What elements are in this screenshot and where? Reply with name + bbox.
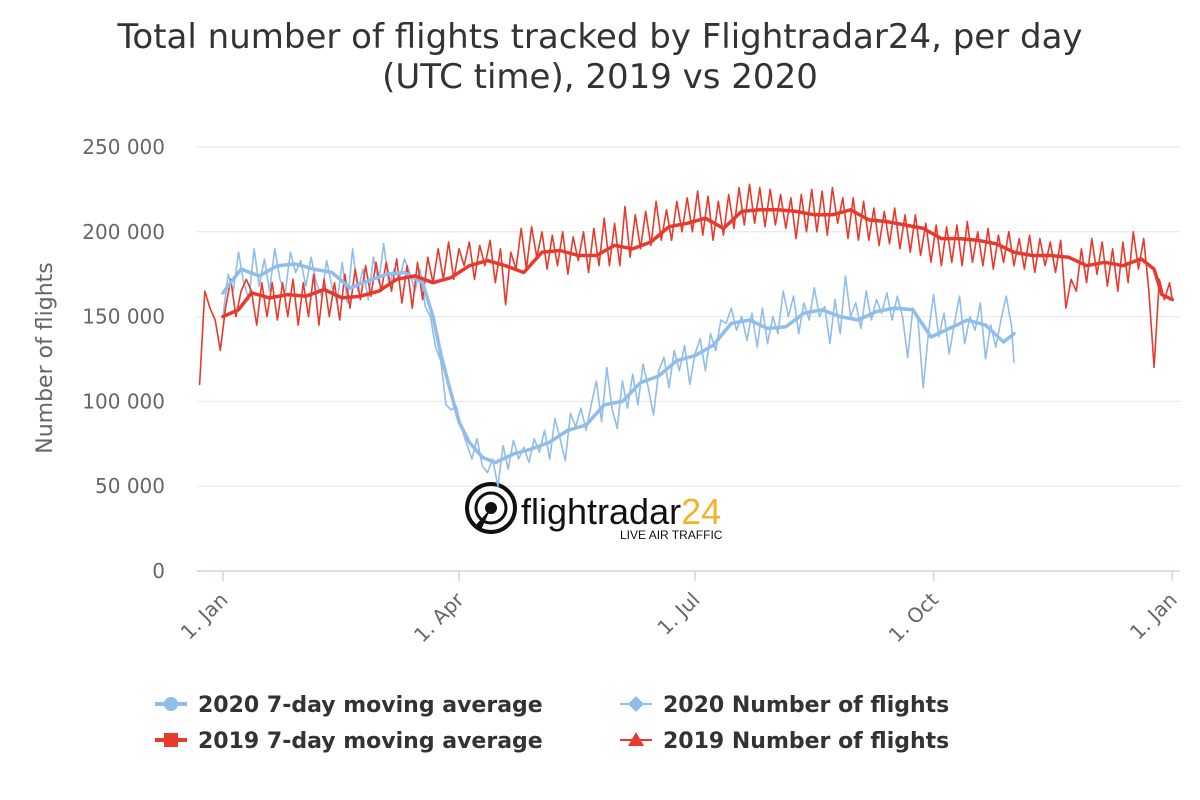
- series-lines: [198, 183, 1174, 487]
- y-tick-label: 250 000: [82, 135, 165, 159]
- circle-marker-icon: [164, 697, 178, 711]
- legend-item-2019-number-of-flights[interactable]: 2019 Number of flights: [620, 729, 949, 754]
- legend-label-2019-moving-average: 2019 7-day moving average: [198, 729, 543, 754]
- legend-item-2019-moving-average[interactable]: 2019 7-day moving average: [155, 729, 543, 754]
- y-tick-label: 0: [152, 559, 165, 583]
- y-axis-ticks: 0 50 000 100 000 150 000 200 000 250 000: [82, 135, 165, 583]
- radar-logo-icon: [465, 482, 517, 534]
- svg-text:flightradar24: flightradar24: [521, 491, 721, 532]
- square-marker-icon: [164, 733, 178, 747]
- triangle-marker-icon: [628, 732, 644, 746]
- y-tick-label: 100 000: [82, 389, 165, 413]
- series-line-2019-7-day-moving-average: [221, 208, 1174, 319]
- chart-title-line1: Total number of flights tracked by Fligh…: [116, 17, 1082, 57]
- chart-title-line2: (UTC time), 2019 vs 2020: [382, 57, 818, 97]
- chart-legend: 2020 7-day moving average 2020 Number of…: [155, 693, 949, 754]
- x-axis: 1. Jan 1. Apr 1. Jul 1. Oct 1. Jan: [176, 570, 1182, 647]
- y-tick-label: 200 000: [82, 220, 165, 244]
- y-axis-title: Number of flights: [33, 262, 58, 454]
- y-tick-label: 50 000: [95, 474, 165, 498]
- series-line-2020-7-day-moving-average: [221, 262, 1016, 465]
- watermark-tagline: LIVE AIR TRAFFIC: [620, 528, 723, 542]
- watermark-brand-number: 24: [681, 491, 721, 532]
- legend-item-2020-moving-average[interactable]: 2020 7-day moving average: [155, 693, 543, 718]
- watermark-brand: flightradar: [521, 491, 681, 532]
- flightradar24-watermark: flightradar24 LIVE AIR TRAFFIC: [465, 482, 723, 542]
- diamond-marker-icon: [628, 696, 644, 712]
- y-tick-label: 150 000: [82, 305, 165, 329]
- x-tick-label: 1. Jan: [1125, 588, 1182, 645]
- gridlines: [197, 146, 1180, 487]
- x-tick-label: 1. Jan: [176, 588, 233, 645]
- x-tick-label: 1. Jul: [652, 588, 704, 640]
- legend-item-2020-number-of-flights[interactable]: 2020 Number of flights: [620, 693, 949, 718]
- legend-label-2019-number-of-flights: 2019 Number of flights: [663, 729, 949, 754]
- x-tick-label: 1. Apr: [409, 587, 469, 647]
- x-tick-label: 1. Oct: [884, 587, 944, 647]
- series-line-2019-number-of-flights: [198, 183, 1173, 386]
- legend-label-2020-number-of-flights: 2020 Number of flights: [663, 693, 949, 718]
- legend-label-2020-moving-average: 2020 7-day moving average: [198, 693, 543, 718]
